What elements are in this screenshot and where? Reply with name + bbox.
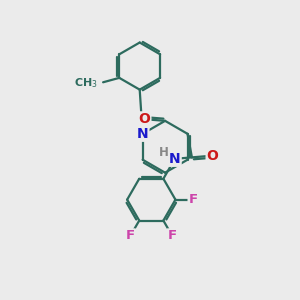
Text: O: O (139, 112, 150, 126)
Text: F: F (126, 229, 135, 242)
Text: O: O (207, 149, 218, 163)
Text: N: N (137, 127, 148, 141)
Text: F: F (168, 229, 177, 242)
Text: F: F (189, 193, 198, 206)
Text: N: N (169, 152, 181, 166)
Text: H: H (159, 146, 169, 159)
Text: CH$_3$: CH$_3$ (74, 76, 98, 90)
